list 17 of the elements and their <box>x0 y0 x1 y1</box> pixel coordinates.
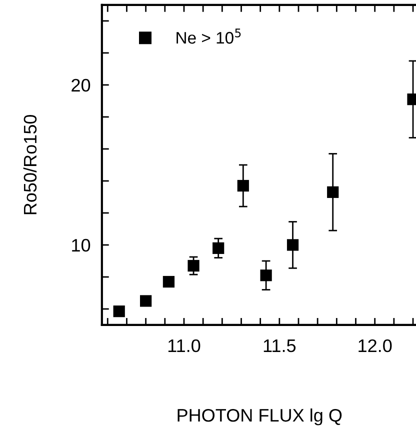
point <box>237 180 249 192</box>
x-axis-title: PHOTON FLUX lg Q <box>178 408 342 426</box>
point <box>140 295 152 307</box>
point <box>212 242 224 254</box>
point <box>327 186 339 198</box>
point <box>113 306 125 318</box>
point <box>286 239 299 251</box>
point <box>260 270 272 282</box>
y-axis-title: Ro50/Ro150 <box>23 114 37 214</box>
legend-label: Ne > 10$^{5}$ <box>176 28 241 44</box>
x-tick-label: 11.5 <box>264 340 296 352</box>
x-tick-label: 12.0 <box>358 339 392 352</box>
y-tick-label: 20 <box>72 78 90 92</box>
point <box>188 260 200 272</box>
y-tick-label: 10 <box>72 238 90 252</box>
point <box>162 276 175 288</box>
x-tick-label: 11.0 <box>168 339 200 352</box>
